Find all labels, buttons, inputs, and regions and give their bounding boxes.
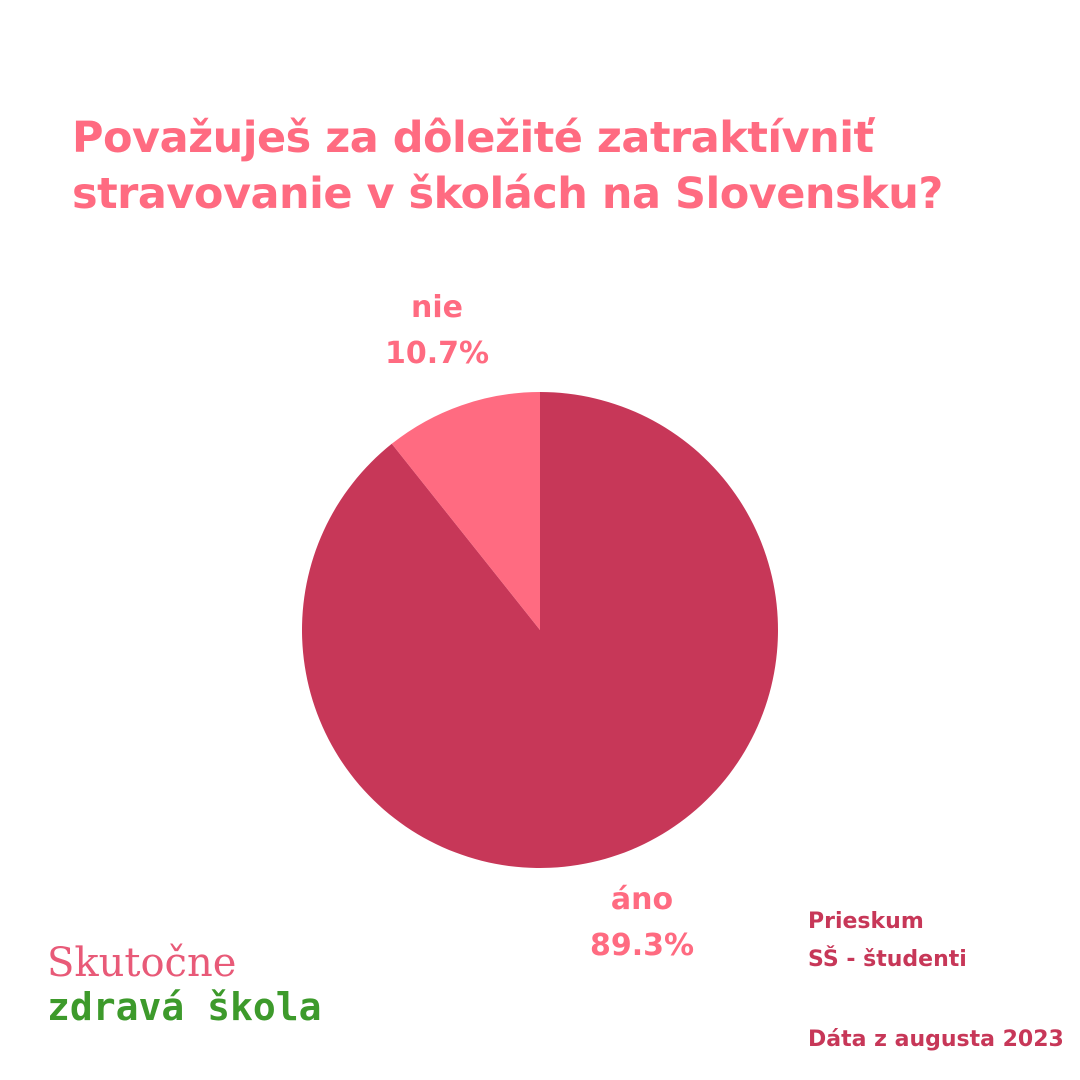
logo: Skutočne zdravá škola bbox=[47, 941, 322, 1029]
chart-title: Považuješ za dôležité zatraktívniť strav… bbox=[72, 110, 1032, 222]
slice-pct-nie: 10.7% bbox=[384, 336, 490, 371]
survey-line-1: Prieskum bbox=[808, 909, 924, 934]
logo-line-1: Skutočne bbox=[47, 940, 237, 986]
survey-note: Prieskum SŠ - študenti bbox=[808, 903, 967, 979]
data-date-note: Dáta z augusta 2023 bbox=[808, 1027, 1064, 1052]
slice-name-ano: áno bbox=[610, 882, 674, 917]
slice-label-ano: áno 89.3% bbox=[542, 877, 742, 969]
pie-slice-áno bbox=[301, 392, 778, 869]
title-line-1: Považuješ za dôležité zatraktívniť bbox=[72, 113, 874, 163]
slice-pct-ano: 89.3% bbox=[589, 928, 695, 963]
title-line-2: stravovanie v školách na Slovensku? bbox=[72, 169, 943, 219]
slice-name-nie: nie bbox=[411, 290, 463, 325]
pie-slice-nie bbox=[391, 392, 540, 630]
slice-label-nie: nie 10.7% bbox=[337, 285, 537, 377]
survey-line-2: SŠ - študenti bbox=[808, 947, 967, 972]
logo-line-2: zdravá škola bbox=[47, 985, 322, 1029]
